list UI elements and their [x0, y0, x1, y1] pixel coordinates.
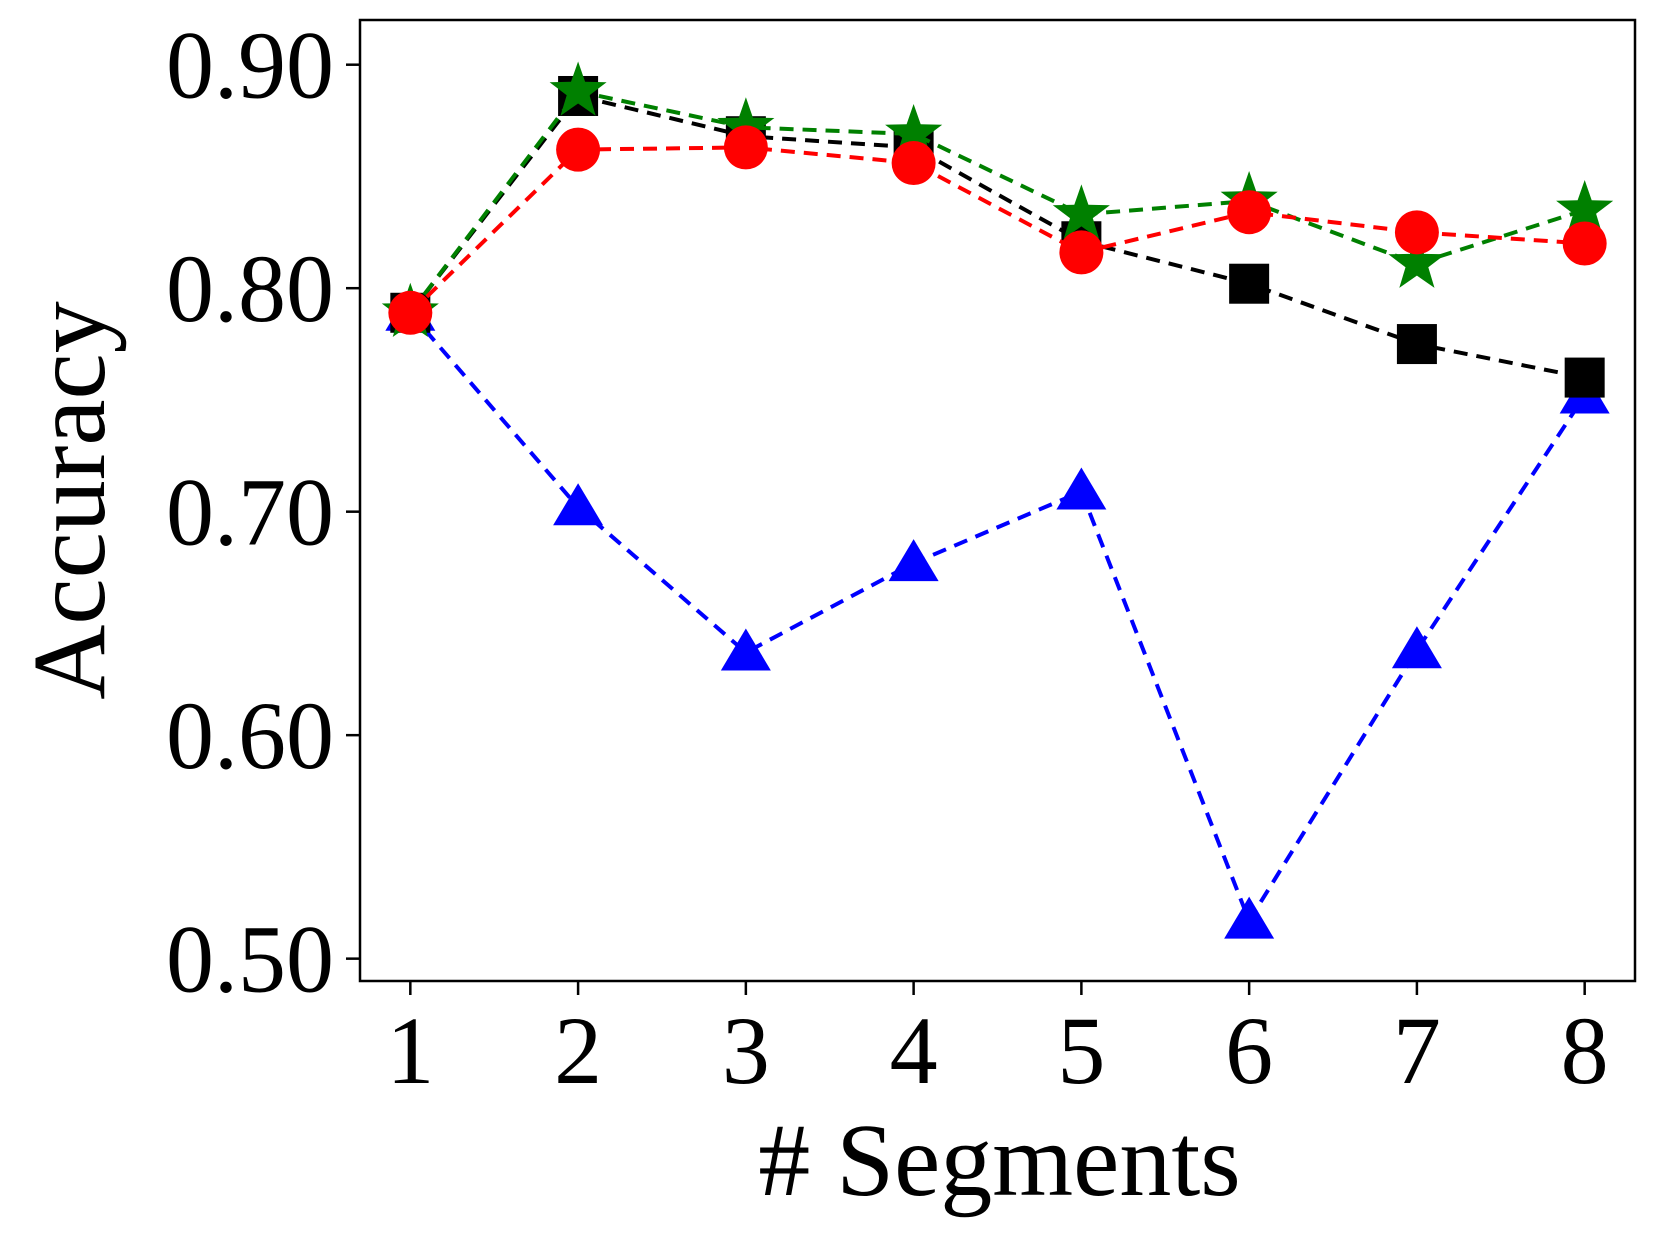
data-point-square [1229, 263, 1270, 304]
y-tick-label: 0.60 [166, 682, 334, 789]
series-layer [381, 61, 1614, 939]
y-tick-label: 0.70 [166, 459, 334, 566]
data-point-circle [1059, 230, 1104, 275]
data-point-star [549, 61, 607, 116]
x-axis-label: # Segments [758, 1103, 1240, 1218]
y-axis-ticks: 0.50 0.60 0.70 0.80 0.90 [166, 12, 360, 1013]
series-line [408, 89, 1586, 315]
data-point-triangle [1056, 467, 1107, 510]
data-point-circle [723, 125, 768, 170]
data-point-circle [1394, 210, 1439, 255]
x-tick-label: 2 [554, 997, 602, 1104]
x-tick-label: 4 [890, 997, 938, 1104]
data-point-circle [1562, 221, 1607, 266]
y-tick-label: 0.90 [166, 12, 334, 119]
y-tick-label: 0.50 [166, 906, 334, 1013]
data-point-star [1556, 180, 1614, 235]
data-point-triangle [888, 539, 939, 582]
series-3 [388, 125, 1607, 335]
series-line [408, 93, 1586, 380]
x-tick-label: 7 [1393, 997, 1441, 1104]
series-line [408, 145, 1585, 315]
data-point-square [1396, 324, 1437, 365]
data-point-star [885, 104, 943, 159]
data-point-triangle [1224, 896, 1275, 939]
data-point-star [1052, 184, 1110, 239]
data-point-circle [388, 290, 433, 335]
y-axis-label: Accuracy [12, 301, 127, 699]
x-tick-label: 1 [386, 997, 434, 1104]
data-point-circle [1227, 190, 1272, 235]
data-point-triangle [1391, 626, 1442, 669]
data-point-star [1388, 233, 1446, 288]
data-point-square [1564, 357, 1605, 398]
data-point-triangle [720, 628, 771, 671]
series-line [408, 311, 1587, 926]
series-2 [381, 61, 1614, 337]
x-tick-label: 3 [722, 997, 770, 1104]
data-point-circle [556, 127, 601, 172]
plot-frame [358, 18, 1637, 983]
x-tick-label: 6 [1225, 997, 1273, 1104]
x-tick-label: 8 [1561, 997, 1609, 1104]
data-point-star [717, 97, 775, 152]
data-point-triangle [553, 483, 604, 526]
y-tick-label: 0.80 [166, 235, 334, 342]
series-0 [385, 288, 1610, 939]
x-tick-label: 5 [1057, 997, 1105, 1104]
data-point-circle [891, 141, 936, 186]
x-axis-ticks: 1 2 3 4 5 6 7 8 [386, 981, 1609, 1104]
